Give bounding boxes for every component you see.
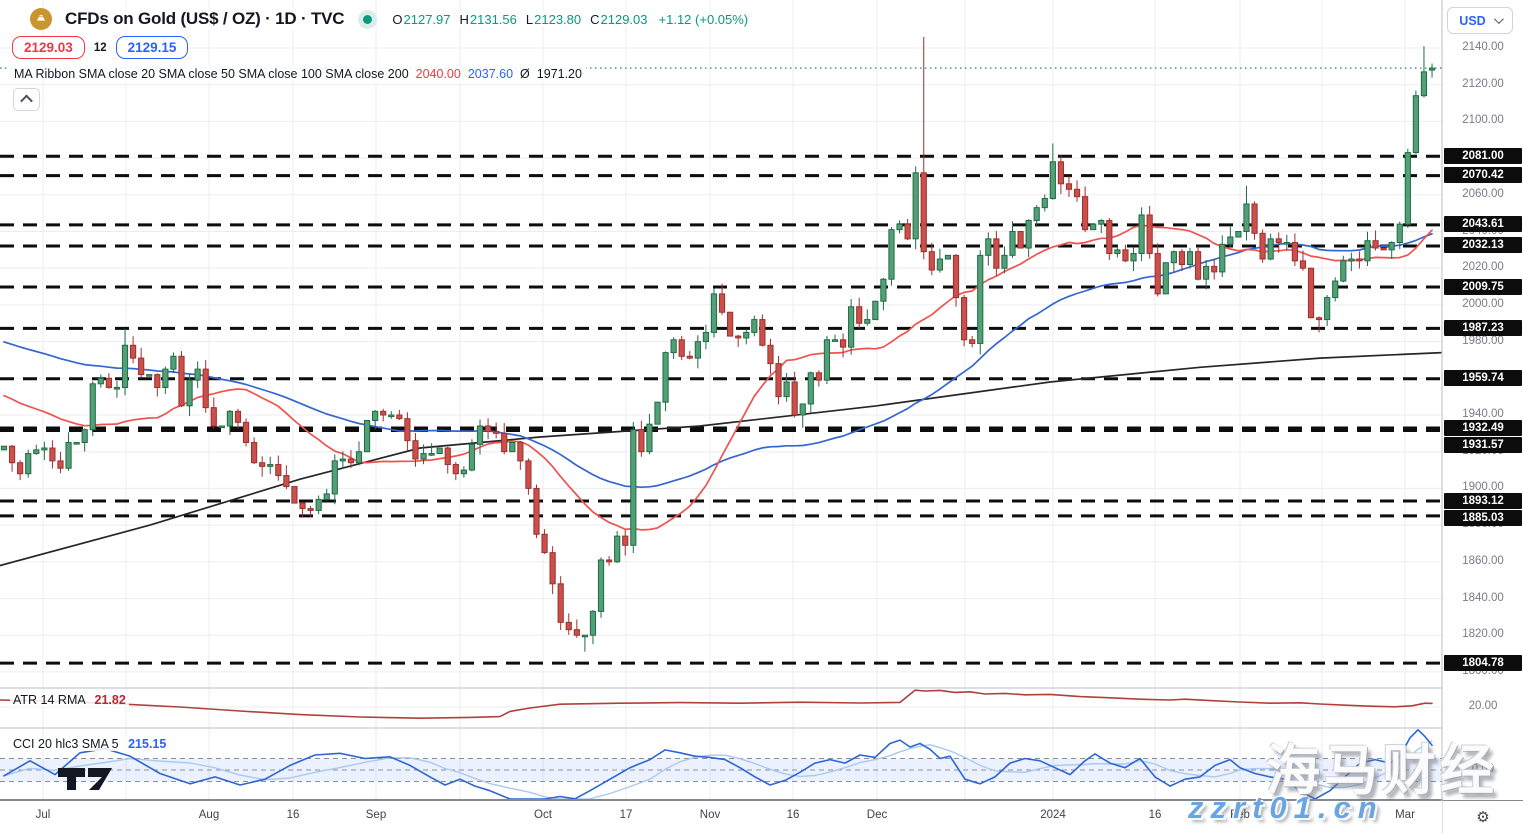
price-gridline-label: 1820.00 <box>1462 628 1504 641</box>
price-gridline-label: 2140.00 <box>1462 41 1504 53</box>
level-price-badge: 2081.00 <box>1444 147 1522 164</box>
ma-ribbon-label: MA Ribbon SMA close 20 SMA close 50 SMA … <box>14 67 409 81</box>
cci-lines <box>3 729 1433 799</box>
level-price-badge: 1931.57 <box>1444 437 1522 454</box>
change-value: +1.12 (+0.05%) <box>658 11 749 27</box>
level-lines <box>0 154 1442 665</box>
time-label: 17 <box>619 809 633 821</box>
price-gridline-label: 2060.00 <box>1462 187 1504 200</box>
buy-button[interactable]: 2129.15 <box>115 36 189 59</box>
ma100-empty-symbol: Ø <box>520 67 530 81</box>
time-label: Aug <box>198 809 220 821</box>
level-price-badge: 1893.12 <box>1444 492 1522 509</box>
close-value: 2129.03 <box>600 11 648 27</box>
ma200-value: 1971.20 <box>536 67 582 81</box>
spread-value: 12 <box>93 41 107 54</box>
level-price-badge: 1987.23 <box>1444 319 1522 336</box>
cci-scale-label: 0.00 <box>1471 763 1495 775</box>
collapse-legend-button[interactable] <box>13 88 40 111</box>
atr-label: ATR 14 RMA <box>13 693 86 707</box>
cci-value: 215.15 <box>128 737 167 751</box>
currency-selector[interactable]: USD <box>1447 7 1513 34</box>
tradingview-logo[interactable] <box>57 766 135 792</box>
price-gridline-label: 1860.00 <box>1462 554 1504 567</box>
level-price-badge: 2009.75 <box>1444 278 1522 295</box>
candles <box>0 36 1436 652</box>
price-gridline-label: 1840.00 <box>1462 591 1504 604</box>
time-label: Oct <box>534 809 552 821</box>
level-price-badge: 2043.61 <box>1444 216 1522 233</box>
time-label: Feb <box>1230 809 1250 821</box>
gold-symbol-icon <box>30 8 52 30</box>
symbol-title[interactable]: CFDs on Gold (US$ / OZ) · 1D · TVC <box>62 8 348 30</box>
high-value: 2131.56 <box>469 11 517 27</box>
ma-lines <box>0 224 1442 567</box>
time-label: 2024 <box>1040 809 1066 821</box>
level-price-badge: 2032.13 <box>1444 237 1522 254</box>
level-price-badge: 2070.42 <box>1444 167 1522 184</box>
atr-scale-label: 20.00 <box>1468 700 1498 712</box>
chevron-down-icon <box>1493 14 1504 25</box>
price-axis[interactable]: USD 2140.002120.002100.002060.002040.002… <box>1443 0 1523 800</box>
symbol-header[interactable]: CFDs on Gold (US$ / OZ) · 1D · TVC O2127… <box>30 8 749 30</box>
price-gridline-label: 2100.00 <box>1462 114 1504 127</box>
price-gridline-label: 1940.00 <box>1462 408 1504 420</box>
atr-legend[interactable]: ATR 14 RMA 21.82 <box>10 693 129 707</box>
ma50-value: 2037.60 <box>467 67 514 81</box>
low-value: 2123.80 <box>534 11 582 27</box>
time-label: 16 <box>1148 809 1162 821</box>
price-gridline-label: 2020.00 <box>1462 261 1504 274</box>
time-label: 16 <box>286 809 300 821</box>
market-status-icon <box>363 14 373 24</box>
chevron-up-icon <box>20 94 33 108</box>
time-label: Nov <box>699 809 721 821</box>
time-label: Mar <box>1395 809 1415 821</box>
price-gridline-label: 2000.00 <box>1462 297 1504 310</box>
level-price-badge: 1804.78 <box>1444 654 1522 671</box>
atr-value: 21.82 <box>94 693 126 707</box>
level-price-badge: 1885.03 <box>1444 509 1522 526</box>
atr-line <box>0 689 1433 720</box>
time-label: Dec <box>866 809 888 821</box>
time-label: Jul <box>35 809 51 821</box>
vertical-gridlines <box>42 0 1406 800</box>
gear-icon[interactable]: ⚙ <box>1476 808 1490 826</box>
ma20-value: 2040.00 <box>415 67 461 81</box>
cci-legend[interactable]: CCI 20 hlc3 SMA 5 215.15 <box>10 737 170 751</box>
horizontal-gridlines <box>0 47 1442 708</box>
price-gridline-label: 1980.00 <box>1462 334 1504 347</box>
level-price-badge: 1959.74 <box>1444 370 1522 387</box>
ma-ribbon-legend[interactable]: MA Ribbon SMA close 20 SMA close 50 SMA … <box>10 66 586 82</box>
price-gridline-label: 2120.00 <box>1462 77 1504 90</box>
cci-label: CCI 20 hlc3 SMA 5 <box>13 737 119 751</box>
time-label: 16 <box>786 809 800 821</box>
currency-label: USD <box>1459 13 1486 28</box>
level-price-badge: 1932.49 <box>1444 420 1522 437</box>
sell-button[interactable]: 2129.03 <box>12 36 85 59</box>
ohlc-values: O2127.97 H2131.56 L2123.80 C2129.03 +1.1… <box>392 11 749 27</box>
time-axis[interactable]: Jul Aug 16 Sep Oct 17 Nov 16 Dec 2024 16 Feb Mar <box>0 801 1442 833</box>
price-gridline-label: 1900.00 <box>1462 481 1504 494</box>
open-value: 2127.97 <box>403 11 451 27</box>
time-label: Sep <box>365 809 387 821</box>
axis-settings-cell[interactable]: ⚙ <box>1443 801 1523 833</box>
